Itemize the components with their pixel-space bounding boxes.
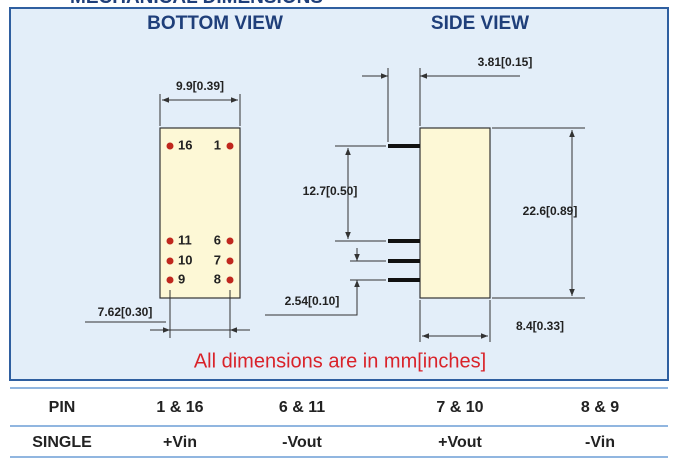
dimension-label: 3.81[0.15] xyxy=(478,55,533,69)
pin-label: 10 xyxy=(178,252,192,267)
pin-label: 1 xyxy=(214,137,221,152)
module-side xyxy=(419,127,491,299)
dimension-label: 22.6[0.89] xyxy=(523,204,578,218)
dimension-label: 8.4[0.33] xyxy=(516,319,564,333)
table-cell: +Vin xyxy=(163,434,197,451)
pin-dot xyxy=(226,257,234,265)
table-header-cell: PIN xyxy=(49,399,76,416)
table-rules xyxy=(10,387,668,458)
extension-lines xyxy=(419,300,491,342)
leader-line xyxy=(265,293,358,316)
pin-dot xyxy=(166,276,174,284)
table-header-cell: 1 & 16 xyxy=(156,399,203,416)
pin-dot xyxy=(226,142,234,150)
pin-table: PIN 1 & 16 6 & 11 7 & 10 8 & 9 SINGLE +Vin -Vou… xyxy=(32,399,619,451)
dimension-label: 12.7[0.50] xyxy=(303,184,358,198)
table-header-cell: 7 & 10 xyxy=(436,399,483,416)
pin-label: 7 xyxy=(214,252,221,267)
table-cell: -Vout xyxy=(282,434,322,451)
pin-label: 9 xyxy=(178,271,185,286)
pin-dot xyxy=(166,237,174,245)
extension-lines xyxy=(335,145,386,281)
dimension-label: 2.54[0.10] xyxy=(285,294,340,308)
bottom-view-title: BOTTOM VIEW xyxy=(147,13,283,34)
pin-dot xyxy=(226,237,234,245)
pin-label: 11 xyxy=(178,232,192,247)
dimension-label: 9.9[0.39] xyxy=(176,79,224,93)
pin-dot xyxy=(166,257,174,265)
pin-label: 16 xyxy=(178,137,192,152)
dimension-label: 7.62[0.30] xyxy=(98,305,153,319)
table-cell: +Vout xyxy=(438,434,482,451)
pin-label: 6 xyxy=(214,232,221,247)
units-note: All dimensions are in mm[inches] xyxy=(194,350,486,372)
side-view-title: SIDE VIEW xyxy=(431,13,529,34)
table-cell: SINGLE xyxy=(32,434,92,451)
pin-label: 8 xyxy=(214,271,221,286)
header-title: MECHANICAL DIMENSIONS xyxy=(70,0,323,8)
pin-dot xyxy=(226,276,234,284)
extension-lines xyxy=(159,94,241,126)
table-cell: -Vin xyxy=(585,434,615,451)
table-header-cell: 6 & 11 xyxy=(279,399,325,416)
table-header-cell: 8 & 9 xyxy=(581,399,619,416)
pin-dot xyxy=(166,142,174,150)
side-pins xyxy=(388,144,420,282)
drawing-frame xyxy=(9,7,669,381)
extension-lines xyxy=(492,127,585,299)
module-bottom xyxy=(159,127,241,299)
